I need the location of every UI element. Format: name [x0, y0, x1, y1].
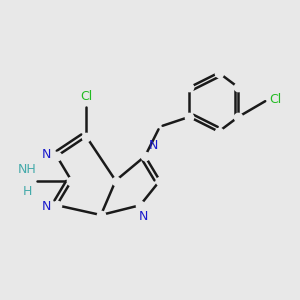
Text: H: H	[22, 185, 32, 198]
Text: N: N	[41, 148, 51, 161]
Text: Cl: Cl	[269, 93, 281, 106]
Text: NH: NH	[18, 163, 37, 176]
Text: N: N	[139, 210, 148, 223]
Text: Cl: Cl	[80, 90, 92, 104]
Text: N: N	[149, 139, 158, 152]
Text: N: N	[41, 200, 51, 213]
